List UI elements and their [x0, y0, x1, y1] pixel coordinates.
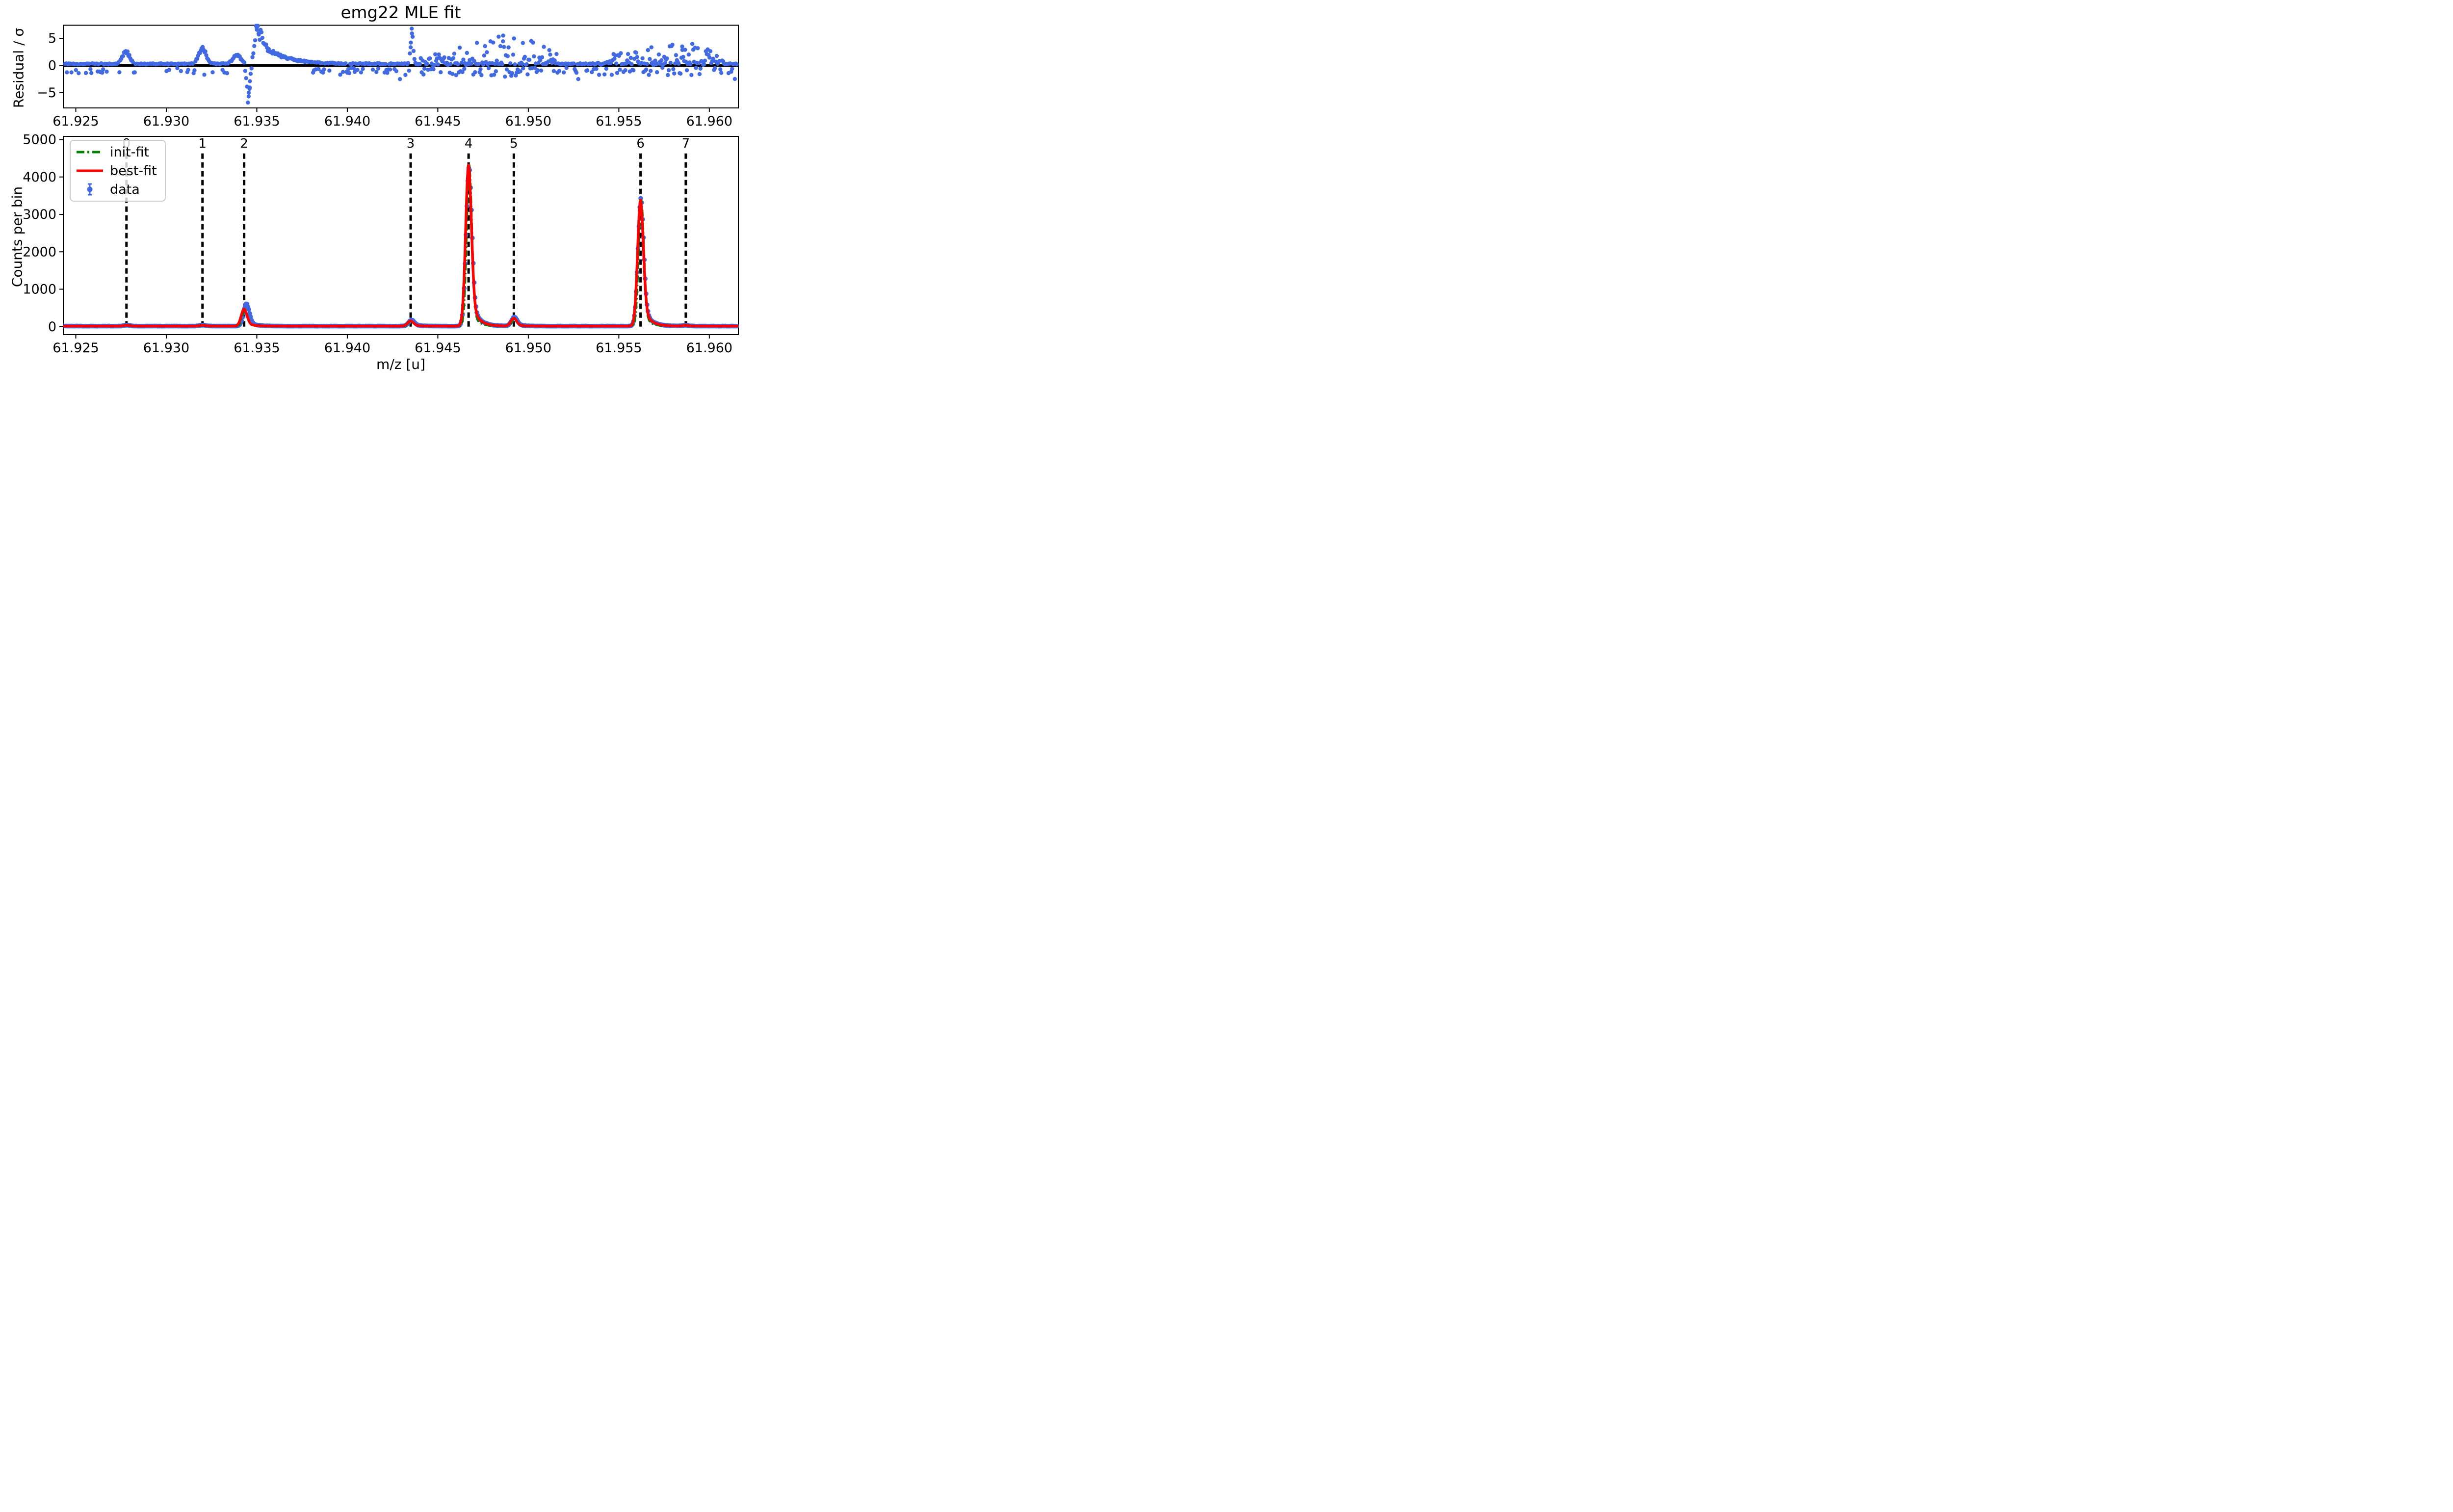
figure: 61.925 61.925 61.930 61.930 61.935 61.935 61.9…: [0, 0, 744, 378]
residual-y-tick-label: 5: [48, 31, 56, 46]
legend: init-fit best-fit data: [70, 140, 166, 202]
spectrum-y-tick-label: 5000: [23, 132, 56, 148]
axis-ticks: 61.925 61.925 61.930 61.930 61.935 61.935 61.9…: [23, 31, 732, 356]
legend-sample-errorbar-point-icon: [87, 183, 93, 196]
residual-y-axis-label: Residual / σ: [10, 27, 27, 108]
legend-sample-solid-icon: [77, 169, 103, 172]
peak-number-label: 7: [682, 136, 690, 151]
peak-number-label: 4: [465, 136, 473, 151]
figure-title: emg22 MLE fit: [340, 3, 461, 23]
spectrum-x-tick-label: 61.945: [415, 340, 461, 356]
legend-sample-dashdot-icon: [77, 151, 103, 154]
legend-item-best-fit: best-fit: [71, 164, 165, 178]
peak-number-label: 2: [240, 136, 248, 151]
spectrum-y-axis-label: Counts per bin: [9, 186, 26, 287]
residual-y-tick-label: 0: [48, 58, 56, 74]
residual-x-tick-label: 61.925: [52, 114, 99, 129]
residual-x-tick-label: 61.940: [324, 114, 370, 129]
spectrum-x-tick-label: 61.955: [596, 340, 642, 356]
residual-x-tick-label: 61.955: [596, 114, 642, 129]
spectrum-x-tick-label: 61.930: [143, 340, 189, 356]
legend-item-init-fit: init-fit: [71, 146, 165, 159]
peak-number-label: 1: [198, 136, 207, 151]
residual-y-tick-label: −5: [37, 85, 56, 101]
legend-item-data: data: [71, 183, 165, 196]
spectrum-x-tick-label: 61.940: [324, 340, 370, 356]
residual-x-tick-label: 61.960: [686, 114, 732, 129]
legend-item-label: data: [110, 182, 140, 197]
spectrum-x-tick-label: 61.950: [505, 340, 551, 356]
spectrum-x-tick-label: 61.960: [686, 340, 732, 356]
spectrum-y-tick-label: 4000: [23, 170, 56, 185]
x-axis-label: m/z [u]: [376, 356, 425, 372]
plot-canvas: 61.925 61.925 61.930 61.930 61.935 61.935 61.9…: [23, 24, 739, 356]
residual-x-tick-label: 61.950: [505, 114, 551, 129]
peak-number-label: 3: [407, 136, 415, 151]
spectrum-y-tick-label: 1000: [23, 282, 56, 297]
peak-number-label: 6: [636, 136, 645, 151]
spectrum-y-tick-label: 0: [48, 319, 56, 335]
spectrum-y-tick-label: 3000: [23, 207, 56, 222]
residual-x-tick-label: 61.935: [234, 114, 280, 129]
spectrum-y-tick-label: 2000: [23, 244, 56, 260]
best-fit-curve: [62, 163, 739, 328]
legend-item-label: init-fit: [110, 144, 150, 160]
spectrum-x-tick-label: 61.935: [234, 340, 280, 356]
legend-item-label: best-fit: [110, 163, 157, 179]
residual-scatter: [63, 24, 739, 105]
data-error-bars: [243, 165, 648, 311]
spectrum-x-tick-label: 61.925: [52, 340, 99, 356]
residual-x-tick-label: 61.945: [415, 114, 461, 129]
residual-x-tick-label: 61.930: [143, 114, 189, 129]
peak-number-label: 5: [510, 136, 518, 151]
